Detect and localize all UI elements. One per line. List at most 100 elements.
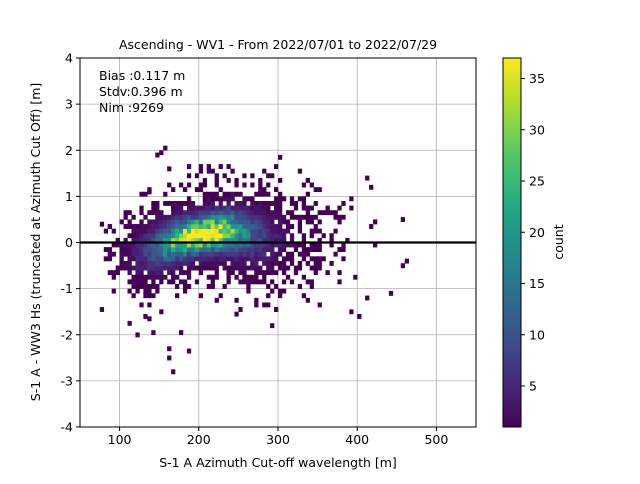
histogram-cell [175,284,180,289]
histogram-cell [115,270,120,276]
histogram-cell [123,251,128,257]
histogram-cell [258,233,263,239]
histogram-cell [289,233,295,239]
histogram-cell [182,279,188,285]
histogram-cell [186,182,192,188]
histogram-cell [254,247,259,253]
histogram-cell [309,265,314,271]
histogram-cell [238,237,243,243]
histogram-cell [266,237,271,243]
histogram-cell [143,247,148,253]
histogram-cell [234,237,239,243]
histogram-cell [190,256,196,262]
histogram-cell [258,210,263,216]
histogram-cell [297,284,303,289]
histogram-cell [179,330,184,336]
histogram-cell [270,200,275,206]
histogram-cell [186,348,192,354]
histogram-cell [202,224,208,229]
histogram-cell [163,219,168,225]
histogram-cell [210,214,215,220]
histogram-cell [317,256,322,262]
histogram-cell [139,219,144,225]
histogram-cell [179,200,184,206]
histogram-cell [337,270,342,276]
histogram-cell [135,247,140,253]
histogram-cell [226,279,231,285]
colorbar-tick-label: 35 [529,71,545,86]
histogram-cell [198,228,204,234]
histogram-cell [143,288,148,294]
histogram-cell [246,247,251,253]
histogram-cell [218,214,223,220]
histogram-cell [190,265,196,271]
histogram-cell [305,177,310,183]
histogram-cell [179,210,184,216]
histogram-cell [254,265,259,271]
histogram-cell [147,284,152,289]
histogram-cell [262,251,267,257]
histogram-cell [123,237,128,243]
histogram-cell [313,270,318,276]
histogram-cell [289,279,295,285]
histogram-cell [198,270,204,276]
histogram-cell [111,228,116,234]
histogram-cell [143,279,148,285]
histogram-cell [281,228,287,234]
histogram-cell [123,260,128,266]
histogram-cell [163,200,168,206]
histogram-cell [337,219,342,225]
histogram-cell [242,200,247,206]
histogram-cell [206,260,211,266]
histogram-cell [175,228,180,234]
histogram-cell [186,242,192,248]
histogram-cell [281,265,287,271]
histogram-cell [214,224,219,229]
histogram-cell [246,256,251,262]
histogram-cell [210,279,215,285]
histogram-cell [274,210,279,216]
histogram-cell [194,251,200,257]
histogram-cell [313,256,318,262]
histogram-cell [274,284,279,289]
histogram-cell [246,219,251,225]
histogram-cell [198,182,204,188]
histogram-cell [171,214,176,220]
histogram-cell [317,210,322,216]
histogram-cell [103,228,109,234]
histogram-cell [167,270,172,276]
histogram-cell [258,187,263,193]
histogram-cell [289,200,295,206]
histogram-cell [218,196,223,202]
histogram-cell [278,200,283,206]
histogram-cell [210,237,215,243]
histogram-cell [222,205,227,211]
histogram-cell [175,260,180,266]
histogram-cell [262,302,267,308]
histogram-cell [139,270,144,276]
x-tick-label: 500 [424,432,448,447]
histogram-cell [135,260,140,266]
histogram-cell [198,233,204,239]
histogram-cell [301,242,307,248]
histogram-cell [262,210,267,216]
histogram-cell [262,168,267,174]
histogram-cell [202,247,208,253]
stats-stdv: Stdv:0.396 m [99,84,183,99]
histogram-cell [246,224,251,229]
histogram-cell [246,237,251,243]
histogram-cell [242,219,247,225]
histogram-cell [111,288,116,294]
histogram-cell [214,205,219,211]
histogram-cell [222,260,227,266]
histogram-cell [266,247,271,253]
histogram-cell [171,251,176,257]
x-tick-label: 400 [345,432,369,447]
histogram-cell [214,270,219,276]
histogram-cell [135,242,140,248]
histogram-cell [210,168,215,174]
histogram-cell [123,210,128,216]
colorbar-tick-label: 5 [529,379,537,394]
histogram-cell [127,265,132,271]
